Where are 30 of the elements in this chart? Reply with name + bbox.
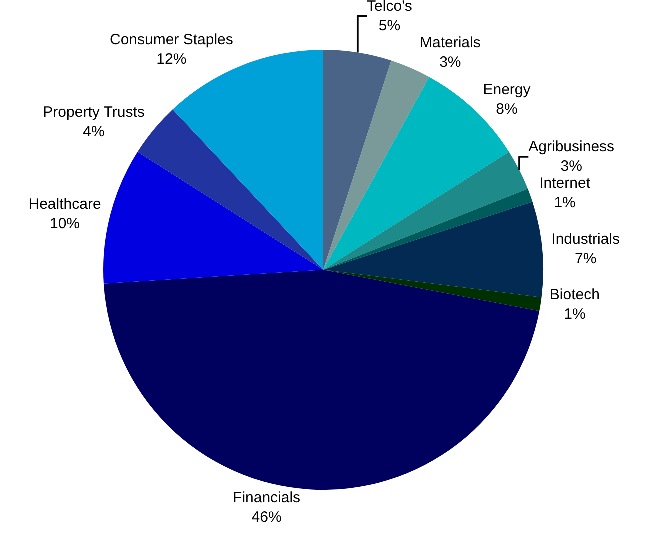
- slice-label: Industrials: [552, 230, 620, 248]
- pie-slice: [324, 60, 430, 270]
- slice-label: Telco's: [367, 0, 412, 15]
- slice-label: Materials: [420, 34, 481, 52]
- data-label: 3%: [440, 54, 462, 71]
- pie-slice: [324, 202, 544, 298]
- data-label: 5%: [378, 17, 401, 34]
- slice-label: Energy: [483, 82, 532, 99]
- slice-label: Internet: [540, 175, 592, 192]
- data-label: 12%: [156, 50, 187, 68]
- pie-slice: [324, 152, 528, 270]
- pie-slice: [104, 152, 324, 284]
- slice-label: Property Trusts: [43, 104, 145, 122]
- data-label: 8%: [496, 101, 518, 118]
- data-label: 1%: [554, 194, 576, 212]
- data-label: 3%: [560, 158, 582, 176]
- pie-slice: [324, 270, 542, 312]
- slice-label: Consumer Staples: [110, 31, 234, 48]
- pie-slice: [324, 50, 392, 270]
- slice-label: Financials: [233, 489, 301, 506]
- data-label: 4%: [83, 124, 105, 141]
- data-label: 46%: [252, 508, 282, 526]
- data-label: 1%: [564, 306, 586, 324]
- pie-slice: [324, 189, 533, 270]
- slice-label: Agribusiness: [528, 138, 615, 156]
- data-label: 7%: [574, 250, 597, 268]
- pie-slice: [104, 270, 540, 490]
- slice-label: Biotech: [550, 286, 600, 304]
- slice-label: Healthcare: [28, 196, 102, 213]
- data-label: 10%: [50, 215, 80, 232]
